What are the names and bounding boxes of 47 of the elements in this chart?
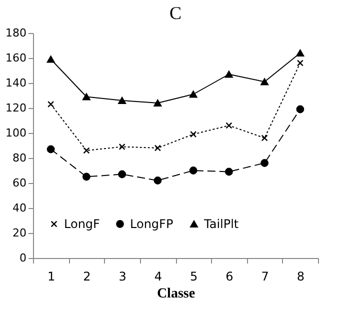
point [260,78,269,86]
y-tick-label: 160 [6,52,26,64]
x-tick-label: 3 [118,270,126,284]
x-tick-label: 7 [261,270,269,284]
point [154,99,162,107]
y-tick-label: 20 [12,226,26,240]
point [154,176,162,184]
point [190,130,197,138]
point [118,143,126,150]
point [296,49,304,57]
point [82,172,90,181]
point [189,90,198,98]
point [46,56,55,63]
point [224,70,233,78]
point [189,166,198,174]
point [224,168,233,176]
x-tick-label: 4 [154,270,162,284]
legend-label: LongFP [130,217,174,231]
x-axis-title: Classe [156,286,196,302]
point [48,100,54,108]
point [261,134,268,142]
point [118,96,126,104]
legend-label: LongF [64,217,100,231]
y-tick-label: 60 [12,176,26,190]
y-tick-label: 80 [12,152,26,164]
x-tick-label: 2 [83,270,91,284]
y-tick-label: 120 [6,102,26,114]
point [154,144,161,152]
x-tick-label: 1 [47,270,56,284]
y-tick-label: 0 [20,252,26,264]
point [118,170,126,178]
y-tick-label: 100 [6,126,26,140]
point [46,145,55,154]
y-tick-label: 140 [6,76,26,90]
point [296,105,304,114]
x-tick-label: 5 [190,270,198,284]
point [226,122,232,129]
x-tick-label: 8 [296,270,305,284]
chart-title: C [169,3,182,23]
y-tick-label: 40 [12,202,26,214]
y-tick-label: 180 [6,26,26,40]
point [82,93,90,100]
legend-label: TailPlt [203,217,239,231]
point [296,60,304,66]
point [83,147,90,154]
point [260,159,269,167]
x-tick-label: 6 [226,270,234,284]
